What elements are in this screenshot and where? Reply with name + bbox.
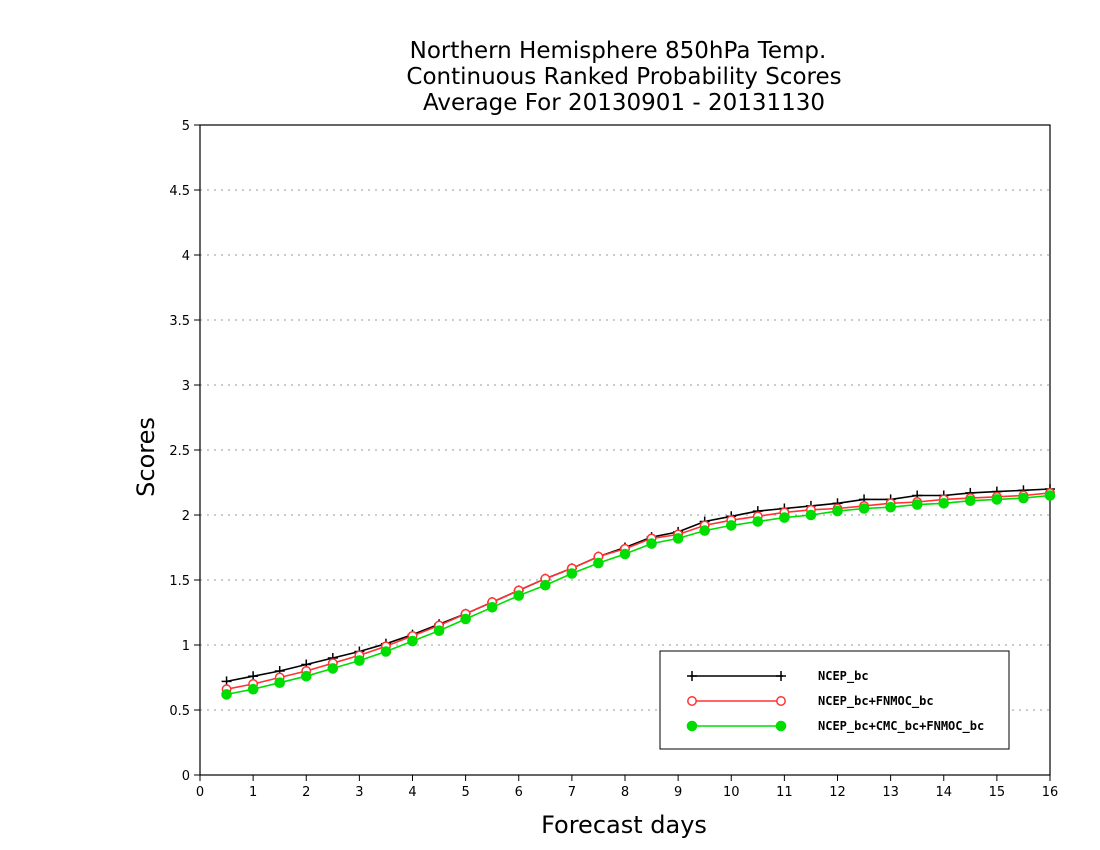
series-2-point-9 (460, 613, 471, 625)
x-tick-label-4: 4 (408, 785, 416, 800)
series-2-point-18 (699, 525, 710, 536)
y-tick-label-3: 1.5 (169, 574, 190, 589)
series-2-point-10 (486, 602, 498, 613)
x-tick-label-11: 11 (776, 785, 793, 800)
legend-marker-right-1 (776, 696, 786, 706)
legend-entry-1: NCEP_bc+FNMOC_bc (687, 694, 934, 709)
x-tick-label-7: 7 (568, 785, 576, 800)
x-tick-label-6: 6 (515, 785, 523, 800)
x-tick-label-15: 15 (989, 785, 1006, 800)
chart-title-line-3: Average For 20130901 - 20131130 (423, 90, 825, 116)
series-2-point-19 (725, 520, 737, 531)
series-2-point-15 (619, 548, 631, 560)
legend-entry-0: NCEP_bc (687, 669, 869, 684)
series-2-point-12 (540, 579, 551, 591)
series-2-point-24 (858, 503, 870, 514)
series-2-point-22 (805, 509, 817, 521)
x-tick-label-16: 16 (1042, 785, 1059, 800)
x-tick-label-1: 1 (249, 785, 257, 800)
grid-lines (200, 189, 1050, 711)
y-tick-label-9: 4.5 (169, 184, 190, 199)
x-tick-label-9: 9 (674, 785, 682, 800)
chart-title-line-2: Continuous Ranked Probability Scores (406, 64, 841, 90)
x-tick-label-13: 13 (882, 785, 899, 800)
series-2-point-2 (274, 677, 285, 689)
legend-marker-right-2 (775, 720, 787, 732)
series-2-point-25 (885, 501, 896, 513)
series-2-point-8 (433, 625, 445, 637)
y-axis: 0 0.5 1 1.5 2 2.5 3 3.5 4 4.5 5 (169, 119, 200, 784)
series-2-point-1 (247, 683, 259, 695)
series-2-point-17 (672, 533, 684, 544)
x-tick-label-2: 2 (302, 785, 310, 800)
y-tick-label-7: 3.5 (169, 314, 190, 329)
y-tick-label-4: 2 (182, 509, 190, 524)
legend-box (659, 650, 1010, 750)
series-2-point-27 (938, 498, 950, 509)
series-2-point-20 (752, 516, 764, 527)
x-axis: 0 1 2 3 4 5 6 7 8 9 10 11 12 13 14 15 16 (196, 775, 1058, 800)
legend-label-2: NCEP_bc+CMC_bc+FNMOC_bc (818, 719, 984, 734)
series-2-point-16 (646, 538, 657, 549)
series-2-point-28 (965, 495, 976, 507)
x-tick-label-10: 10 (723, 785, 740, 800)
legend-entry-2: NCEP_bc+CMC_bc+FNMOC_bc (686, 719, 984, 734)
y-axis-label: Scores (132, 417, 160, 497)
x-tick-label-5: 5 (461, 785, 469, 800)
x-axis-label: Forecast days (541, 811, 707, 839)
x-tick-label-14: 14 (935, 785, 952, 800)
x-tick-label-12: 12 (829, 785, 846, 800)
series-2-point-23 (832, 505, 843, 517)
chart-title: Northern Hemisphere 850hPa Temp. Continu… (406, 38, 841, 116)
y-tick-label-2: 1 (182, 639, 190, 654)
y-tick-label-8: 4 (182, 249, 190, 264)
legend-marker-right-0 (776, 671, 786, 681)
legend-marker-left-0 (687, 671, 697, 681)
legend-label-1: NCEP_bc+FNMOC_bc (818, 694, 934, 709)
legend: NCEP_bc NCEP_bc+FNMOC_bc NCEP_bc+CMC_bc+FN… (659, 650, 1010, 750)
series-2 (221, 490, 1056, 700)
series-2-point-21 (779, 512, 790, 523)
y-tick-label-0: 0 (182, 769, 190, 784)
legend-label-0: NCEP_bc (818, 669, 869, 684)
x-tick-label-0: 0 (196, 785, 204, 800)
series-2-point-0 (221, 689, 232, 700)
y-tick-label-5: 2.5 (169, 444, 190, 459)
x-tick-label-8: 8 (621, 785, 629, 800)
series-2-point-29 (991, 494, 1003, 505)
legend-marker-left-2 (686, 720, 698, 732)
series-2-point-11 (513, 590, 525, 601)
series-layer (221, 484, 1056, 700)
chart-title-line-1: Northern Hemisphere 850hPa Temp. (410, 38, 827, 64)
y-tick-label-6: 3 (182, 379, 190, 394)
series-2-point-30 (1018, 492, 1029, 504)
series-2-point-3 (300, 670, 312, 682)
x-tick-label-3: 3 (355, 785, 363, 800)
series-2-point-5 (354, 655, 365, 666)
y-tick-label-1: 0.5 (169, 704, 190, 719)
legend-marker-left-1 (687, 696, 697, 706)
series-2-point-13 (566, 568, 578, 579)
series-2-point-6 (380, 646, 392, 657)
series-2-point-14 (593, 557, 604, 569)
series-2-point-4 (327, 663, 339, 674)
series-2-point-7 (407, 635, 418, 647)
y-tick-label-10: 5 (182, 119, 190, 134)
series-2-point-26 (911, 499, 923, 510)
series-2-point-31 (1044, 490, 1056, 501)
